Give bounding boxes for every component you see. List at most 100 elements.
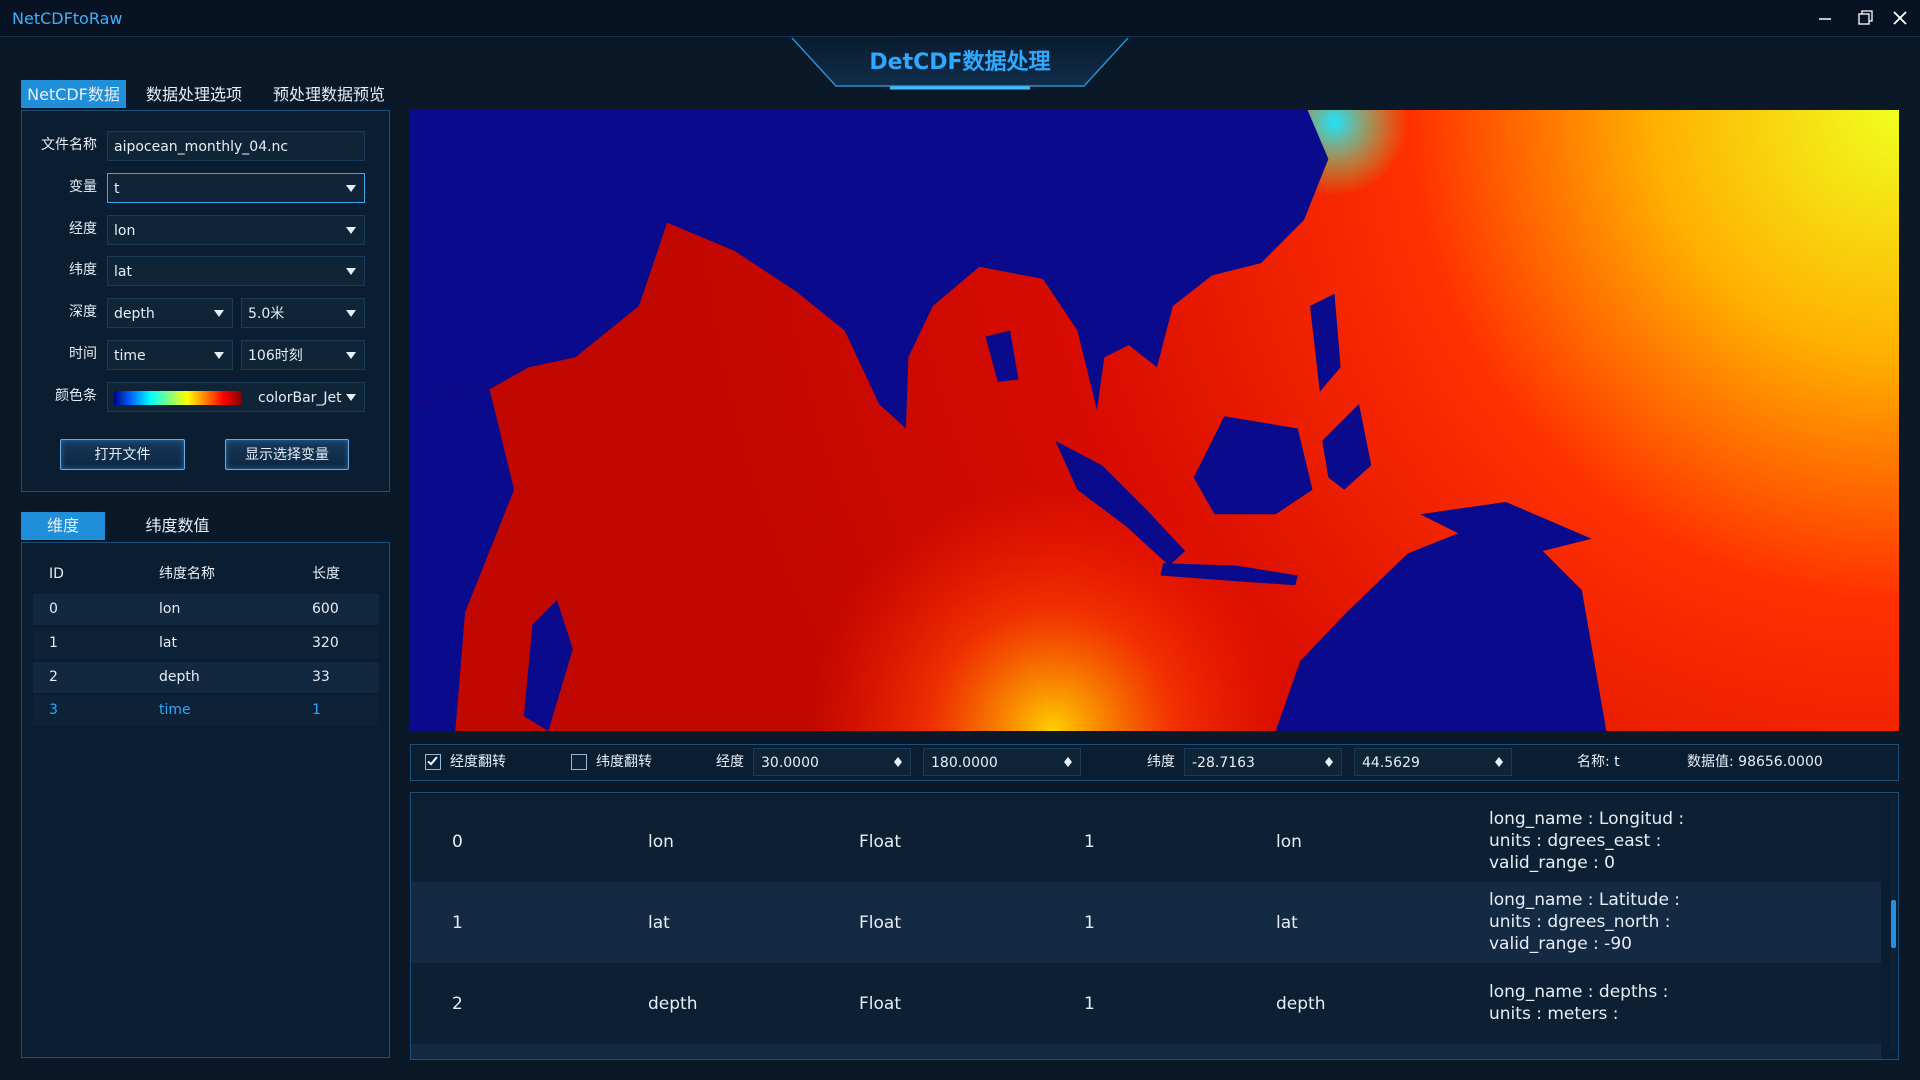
column-header: 长度 — [312, 566, 340, 582]
checkbox-label: 经度翻转 — [450, 754, 506, 770]
text-input[interactable]: aipocean_monthly_04.nc — [107, 131, 365, 161]
spin-value: 30.0000 — [761, 755, 819, 771]
table-row[interactable] — [33, 594, 379, 625]
field-label: 纬度 — [69, 262, 97, 279]
table-cell: 0 — [452, 831, 463, 852]
spinbox[interactable]: 180.0000 — [923, 748, 1081, 776]
field-value: 5.0米 — [248, 306, 285, 323]
table-cell: lon — [159, 601, 181, 617]
scrollbar[interactable] — [1891, 800, 1896, 1050]
table-row[interactable] — [33, 661, 379, 693]
table-row[interactable] — [411, 963, 1881, 1044]
table-cell: lat — [159, 634, 177, 651]
dropdown[interactable]: time — [107, 340, 233, 370]
tab-label: 纬度数值 — [145, 516, 210, 535]
field-value: lon — [114, 222, 136, 239]
button-label: 显示选择变量 — [245, 447, 329, 463]
field-label: 时间 — [69, 346, 97, 362]
spin-up[interactable] — [1495, 757, 1503, 762]
check-mark — [427, 754, 438, 766]
control-bar — [410, 744, 1899, 781]
attribute-line: valid_range : -90 — [1489, 933, 1632, 954]
table-row[interactable] — [33, 695, 379, 727]
spin-up[interactable] — [1064, 757, 1072, 762]
attribute-line: long_name : Longitud : — [1489, 808, 1685, 829]
dropdown[interactable]: lat — [107, 256, 365, 287]
select-value: colorBar_Jet — [258, 389, 342, 406]
table-cell: 2 — [49, 668, 58, 685]
field-value: lat — [114, 264, 132, 281]
dropdown-arrow — [214, 310, 224, 318]
table-cell: 320 — [312, 634, 339, 651]
field-value: 106时刻 — [248, 348, 303, 364]
spin-down[interactable] — [1495, 762, 1503, 767]
close[interactable] — [1893, 11, 1907, 25]
button[interactable]: 打开文件 — [60, 439, 185, 470]
table-cell: depth — [648, 993, 698, 1014]
table-cell: lat — [648, 912, 670, 933]
title-bar — [0, 0, 1920, 37]
table-cell: 1 — [452, 912, 463, 933]
table-cell: lat — [1276, 912, 1298, 933]
table-row[interactable] — [411, 882, 1881, 963]
spin-down[interactable] — [1064, 762, 1072, 767]
table-cell: 1 — [49, 634, 58, 651]
checkbox[interactable] — [571, 754, 587, 770]
checkbox[interactable] — [425, 754, 441, 770]
spin-value: 44.5629 — [1362, 755, 1420, 771]
field-label: 文件名称 — [41, 137, 97, 153]
attribute-line: long_name : depths : — [1489, 981, 1669, 1002]
dropdown-arrow — [346, 268, 356, 276]
table-cell: 33 — [312, 668, 330, 685]
spinbox[interactable]: -28.7163 — [1184, 748, 1342, 776]
color-bar-select[interactable]: colorBar_Jet — [107, 381, 365, 412]
spin-down[interactable] — [1325, 762, 1333, 767]
tab-label: NetCDF数据 — [27, 85, 120, 104]
spinbox[interactable]: 44.5629 — [1354, 748, 1512, 776]
dropdown[interactable]: depth — [107, 298, 233, 329]
field-label: 深度 — [69, 304, 97, 321]
spinbox[interactable]: 30.0000 — [753, 748, 911, 776]
tab[interactable]: 维度 — [21, 512, 105, 540]
header-title: DetCDF数据处理 — [869, 50, 1051, 75]
header-banner — [791, 37, 1129, 90]
tab[interactable]: NetCDF数据 — [21, 80, 126, 108]
tab[interactable]: 纬度数值 — [120, 512, 235, 540]
window-title: NetCDFtoRaw — [12, 9, 123, 28]
field-label: 变量 — [69, 178, 97, 195]
dropdown[interactable]: 5.0米 — [241, 298, 365, 329]
table-cell: 600 — [312, 601, 339, 617]
attribute-line: units : dgrees_east : — [1489, 830, 1662, 851]
dropdown-arrow — [214, 352, 224, 359]
table-cell: Float — [859, 912, 901, 933]
attribute-line: valid_range : 0 — [1489, 852, 1615, 873]
tab[interactable]: 数据处理选项 — [136, 80, 252, 108]
dropdown-arrow — [346, 310, 356, 318]
restore[interactable] — [1858, 13, 1870, 25]
button[interactable]: 显示选择变量 — [225, 439, 349, 470]
column-header: 纬度名称 — [159, 566, 215, 582]
field-label: 颜色条 — [55, 387, 97, 404]
dropdown[interactable]: 106时刻 — [241, 340, 365, 370]
tab-label: 数据处理选项 — [145, 85, 242, 104]
scroll-thumb[interactable] — [1891, 900, 1896, 948]
table-cell: 3 — [49, 702, 58, 719]
spin-down[interactable] — [894, 762, 902, 767]
table-cell: depth — [159, 668, 200, 685]
table-cell: 1 — [1084, 993, 1095, 1014]
table-cell: 1 — [1084, 831, 1095, 852]
table-row[interactable] — [411, 801, 1881, 882]
table-cell: Float — [859, 993, 901, 1014]
spin-up[interactable] — [1325, 757, 1333, 762]
value-readout: 数据值: 98656.0000 — [1687, 754, 1823, 770]
attribute-line: long_name : Latitude : — [1489, 889, 1681, 910]
tab[interactable]: 预处理数据预览 — [262, 80, 396, 108]
table-row[interactable] — [33, 627, 379, 659]
dropdown-arrow — [346, 226, 356, 234]
spin-up[interactable] — [894, 757, 902, 762]
tab-label: 维度 — [46, 516, 79, 535]
table-row[interactable] — [411, 1044, 1881, 1059]
dropdown[interactable]: t — [107, 172, 365, 203]
dropdown[interactable]: lon — [107, 214, 365, 245]
